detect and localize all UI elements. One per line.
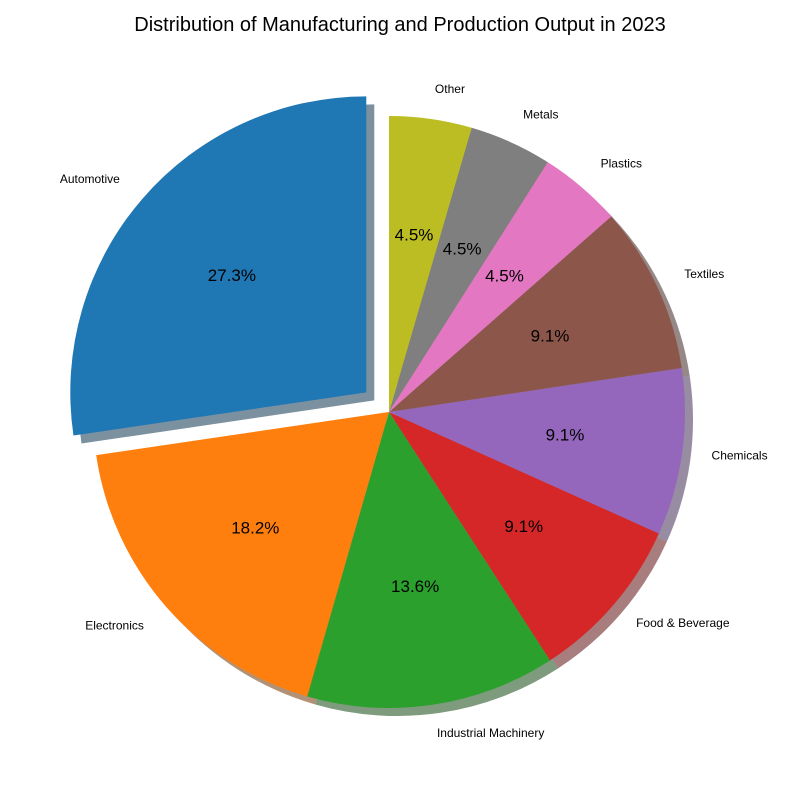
slice-percent-food-and-beverage: 9.1%: [504, 517, 543, 536]
slice-percent-plastics: 4.5%: [485, 267, 524, 286]
pie-slice-electronics: [96, 412, 390, 697]
slice-label-plastics: Plastics: [601, 157, 642, 171]
label-layer: Automotive 27.3% Electronics 18.2% Industria…: [60, 82, 768, 740]
slice-label-other: Other: [435, 82, 465, 96]
pie-slice-plastics: [389, 162, 612, 412]
slice-percent-other: 4.5%: [395, 226, 434, 245]
pie-slice-chemicals: [389, 367, 685, 534]
slice-layer: [70, 96, 685, 709]
slice-label-automotive: Automotive: [60, 172, 120, 186]
slice-percent-metals: 4.5%: [443, 240, 482, 259]
pie-slice-textiles: [389, 216, 682, 412]
slice-percent-industrial-machinery: 13.6%: [391, 577, 439, 596]
pie-slice-metals: [389, 127, 548, 412]
slice-label-textiles: Textiles: [684, 267, 724, 281]
slice-label-chemicals: Chemicals: [712, 449, 768, 463]
slice-label-food-and-beverage: Food & Beverage: [636, 616, 730, 630]
pie-slice-other: [389, 116, 472, 412]
slice-percent-automotive: 27.3%: [208, 266, 256, 285]
slice-label-metals: Metals: [523, 107, 558, 121]
slice-label-electronics: Electronics: [85, 619, 144, 633]
slice-percent-chemicals: 9.1%: [546, 426, 585, 445]
slice-percent-textiles: 9.1%: [531, 327, 570, 346]
slice-percent-electronics: 18.2%: [231, 518, 279, 537]
pie-slice-food-and-beverage: [389, 412, 659, 661]
slice-label-industrial-machinery: Industrial Machinery: [437, 726, 544, 740]
pie-slice-industrial-machinery: [307, 412, 551, 709]
pie-slice-automotive: [70, 96, 367, 436]
chart-title: Distribution of Manufacturing and Produc…: [134, 14, 666, 36]
